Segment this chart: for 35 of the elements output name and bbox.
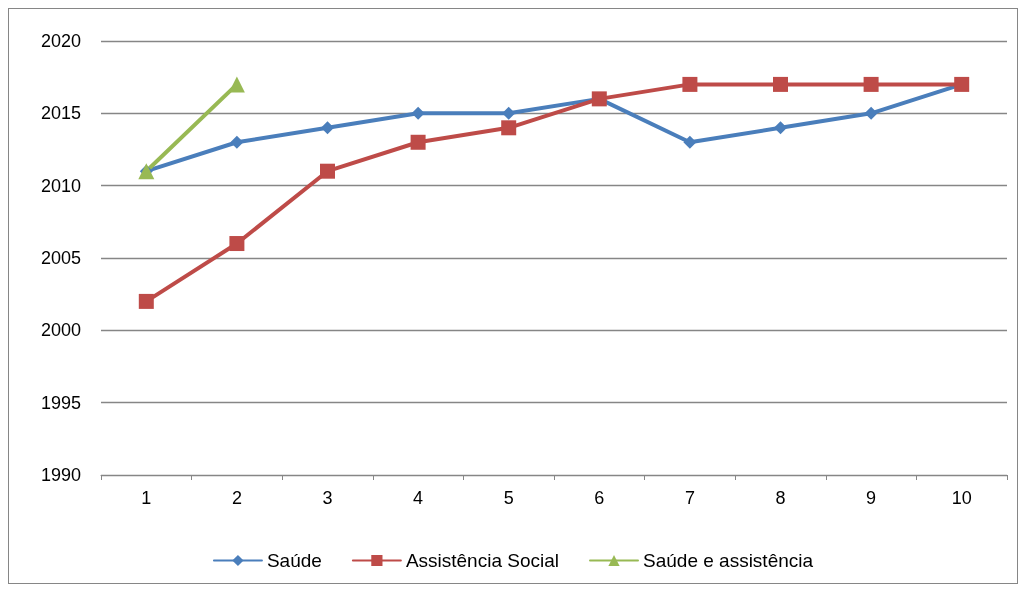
x-tick-label: 2 xyxy=(231,488,242,508)
point xyxy=(411,106,425,120)
point xyxy=(774,121,787,135)
x-tick-label: 6 xyxy=(594,488,605,508)
x-tick-label: 5 xyxy=(503,488,514,508)
point xyxy=(321,121,334,135)
x-tick-label: 7 xyxy=(684,488,695,508)
point xyxy=(864,106,878,120)
y-tick-label: 2005 xyxy=(40,248,81,268)
x-tick-label: 3 xyxy=(322,488,333,508)
y-tick-label: 2020 xyxy=(40,31,81,51)
legend-label: Assistência Social xyxy=(405,550,560,571)
point xyxy=(501,120,517,136)
x-tick-label: 1 xyxy=(141,488,152,508)
x-tick-label: 8 xyxy=(775,488,786,508)
legend-label: Saúde e assistência xyxy=(643,550,814,571)
x-tick-label: 4 xyxy=(413,488,424,508)
y-tick-label: 1995 xyxy=(40,392,81,413)
y-tick-label: 2000 xyxy=(40,320,81,341)
point xyxy=(682,76,698,92)
y-tick-label: 2015 xyxy=(40,103,81,124)
x-tick-label: 10 xyxy=(951,488,972,508)
point xyxy=(410,134,426,150)
legend-label: Saúde xyxy=(266,550,322,571)
point xyxy=(229,236,245,252)
point xyxy=(863,76,879,92)
y-tick-label: 1990 xyxy=(40,465,81,485)
point xyxy=(773,76,788,92)
point xyxy=(502,106,516,120)
point xyxy=(230,135,244,149)
y-tick-label: 2010 xyxy=(40,175,81,196)
point xyxy=(320,163,335,179)
point xyxy=(138,293,154,309)
x-tick-label: 9 xyxy=(866,488,877,508)
point xyxy=(683,135,697,149)
